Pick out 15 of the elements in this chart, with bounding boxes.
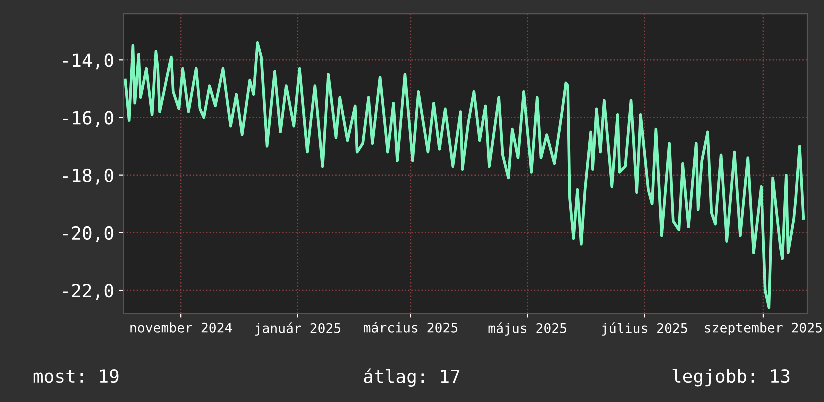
x-tick-label: január 2025 [255,322,341,336]
x-tick-label: március 2025 [364,322,458,333]
x-tick-label: július 2025 [602,322,688,336]
text: legjobb: 13 [672,369,790,387]
x-tick-label: május 2025 [488,322,566,336]
x-tick-label: november 2024 [130,322,232,333]
y-tick-label: -20,0 [63,226,114,242]
text: most: 19 [34,370,119,384]
y-tick-label: -14,0 [63,54,114,70]
y-tick-label: -22,0 [63,284,114,300]
text: átlag: 17 [364,368,460,388]
x-tick-label: szeptember 2025 [705,322,822,336]
y-tick-label: -18,0 [63,168,114,185]
line-series [124,41,806,310]
y-tick-label: -16,0 [63,111,114,128]
